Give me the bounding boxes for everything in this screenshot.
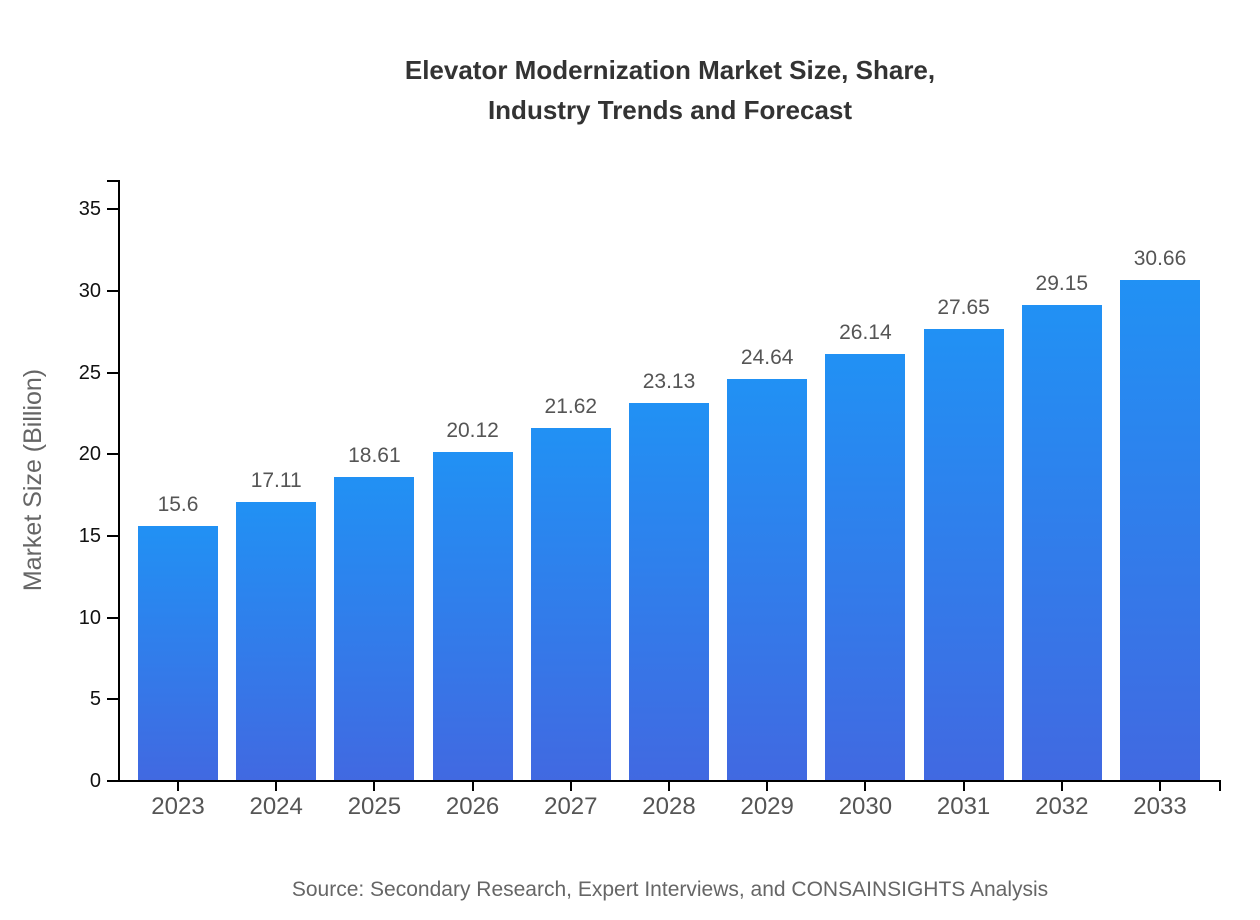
x-tick — [1159, 781, 1161, 791]
x-tick-label: 2029 — [740, 793, 794, 820]
y-tick — [107, 453, 118, 456]
y-axis-top-cap — [107, 180, 118, 182]
chart-title-line2: Industry Trends and Forecast — [487, 95, 853, 125]
x-tick-label: 2025 — [347, 793, 402, 820]
bar — [629, 403, 709, 780]
bar-value-label: 21.62 — [544, 394, 598, 418]
x-tick — [766, 781, 769, 791]
x-tick — [668, 781, 670, 791]
bar — [334, 477, 415, 780]
source-text: Source: Secondary Research, Expert Inter… — [291, 878, 1049, 901]
y-tick-label: 30 — [78, 280, 101, 303]
y-tick — [107, 616, 118, 619]
x-tick-label: 2030 — [838, 793, 893, 820]
bar — [825, 354, 906, 780]
bar-value-label: 18.61 — [348, 444, 401, 468]
x-tick — [1060, 781, 1063, 791]
x-tick-label: 2023 — [151, 793, 205, 820]
x-axis-end-cap — [1219, 781, 1221, 791]
y-tick-label: 35 — [78, 198, 101, 221]
x-tick — [962, 781, 965, 791]
bar-value-label: 15.6 — [157, 493, 199, 517]
x-tick-label: 2033 — [1133, 793, 1187, 820]
x-tick-label: 2027 — [544, 793, 598, 820]
x-tick-label: 2028 — [642, 793, 696, 820]
y-tick — [107, 208, 118, 211]
y-tick-label: 10 — [78, 606, 101, 629]
y-tick-label: 5 — [89, 688, 101, 711]
y-tick-label: 0 — [89, 770, 101, 792]
bar-value-label: 27.65 — [937, 296, 990, 320]
y-tick — [107, 371, 118, 374]
bar — [530, 427, 611, 780]
y-tick — [107, 698, 118, 701]
chart-title-line1: Elevator Modernization Market Size, Shar… — [404, 55, 936, 85]
y-axis-line — [118, 180, 120, 782]
bar-value-label: 20.12 — [446, 419, 499, 443]
bar-value-label: 17.11 — [250, 468, 302, 492]
x-tick — [471, 781, 474, 791]
bar-value-label: 23.13 — [642, 370, 696, 394]
chart-title: Elevator Modernization Market Size, Shar… — [0, 50, 1260, 130]
bar-value-label: 29.15 — [1035, 271, 1089, 295]
bar-value-label: 24.64 — [740, 345, 794, 369]
x-tick-label: 2024 — [249, 793, 303, 820]
bar — [923, 329, 1004, 780]
bar — [138, 526, 218, 780]
x-tick-label: 2026 — [445, 793, 500, 820]
y-tick — [107, 290, 118, 293]
x-tick — [275, 781, 278, 791]
x-tick — [864, 781, 867, 791]
y-tick-label: 20 — [78, 443, 101, 466]
y-tick-label: 15 — [78, 525, 101, 548]
bar-value-label: 26.14 — [839, 321, 892, 345]
y-tick — [107, 780, 118, 782]
x-axis-line — [118, 780, 1221, 782]
x-tick — [177, 781, 179, 791]
bar — [1120, 280, 1200, 780]
bar — [727, 378, 808, 780]
x-tick-label: 2032 — [1035, 793, 1089, 820]
bar — [1021, 304, 1102, 780]
x-tick — [569, 781, 572, 791]
x-tick — [373, 781, 376, 791]
x-tick-label: 2031 — [936, 793, 991, 820]
bar — [236, 501, 317, 780]
y-tick-label: 25 — [78, 361, 101, 384]
bar-value-label: 30.66 — [1133, 247, 1187, 271]
bar — [432, 452, 513, 780]
y-tick — [107, 535, 118, 538]
